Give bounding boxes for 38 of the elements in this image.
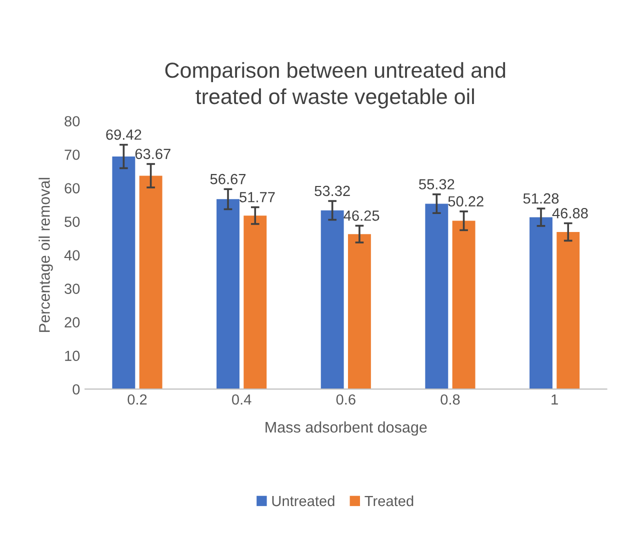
x-tick-label: 0.4 [232, 394, 252, 405]
data-label: 50.22 [448, 196, 484, 207]
bar [112, 156, 136, 390]
bar [348, 234, 371, 390]
y-tick-label: 40 [64, 250, 80, 260]
x-tick-label: 0.2 [128, 394, 147, 405]
data-label: 53.32 [314, 186, 350, 196]
chart-title: Comparison between untreated and treated of waste vegetable oil [165, 62, 506, 108]
legend-label: Treated [364, 495, 414, 506]
bar [320, 210, 344, 390]
data-label: 55.32 [419, 179, 454, 190]
legend-label: Untreated [272, 495, 334, 506]
data-label: 46.88 [552, 208, 588, 218]
bar [556, 232, 580, 390]
y-tick-label: 10 [65, 350, 80, 362]
x-tick-label: 0.6 [336, 394, 356, 405]
x-axis-title: Mass adsorbent dosage [266, 421, 427, 436]
x-tick-label: 1 [552, 394, 558, 405]
bar [216, 199, 240, 390]
data-label: 56.67 [210, 174, 246, 184]
bar [452, 220, 476, 390]
y-tick-label: 80 [64, 116, 80, 126]
y-tick-label: 20 [64, 317, 80, 328]
y-axis-title: Percentage oil removal [38, 178, 53, 332]
bar [139, 176, 162, 390]
y-tick-label: 30 [64, 284, 80, 294]
bar [425, 204, 448, 390]
y-tick-label: 0 [72, 384, 80, 395]
y-tick-label: 50 [64, 216, 80, 227]
y-tick-label: 60 [64, 183, 80, 194]
data-label: 69.42 [106, 130, 142, 140]
y-tick-label: 70 [64, 150, 80, 160]
bar [244, 216, 267, 390]
x-tick-label: 0.8 [440, 394, 460, 405]
data-label: 63.67 [135, 148, 170, 160]
data-label: 51.28 [523, 193, 559, 204]
data-label: 51.77 [240, 192, 275, 202]
bar [530, 217, 552, 390]
